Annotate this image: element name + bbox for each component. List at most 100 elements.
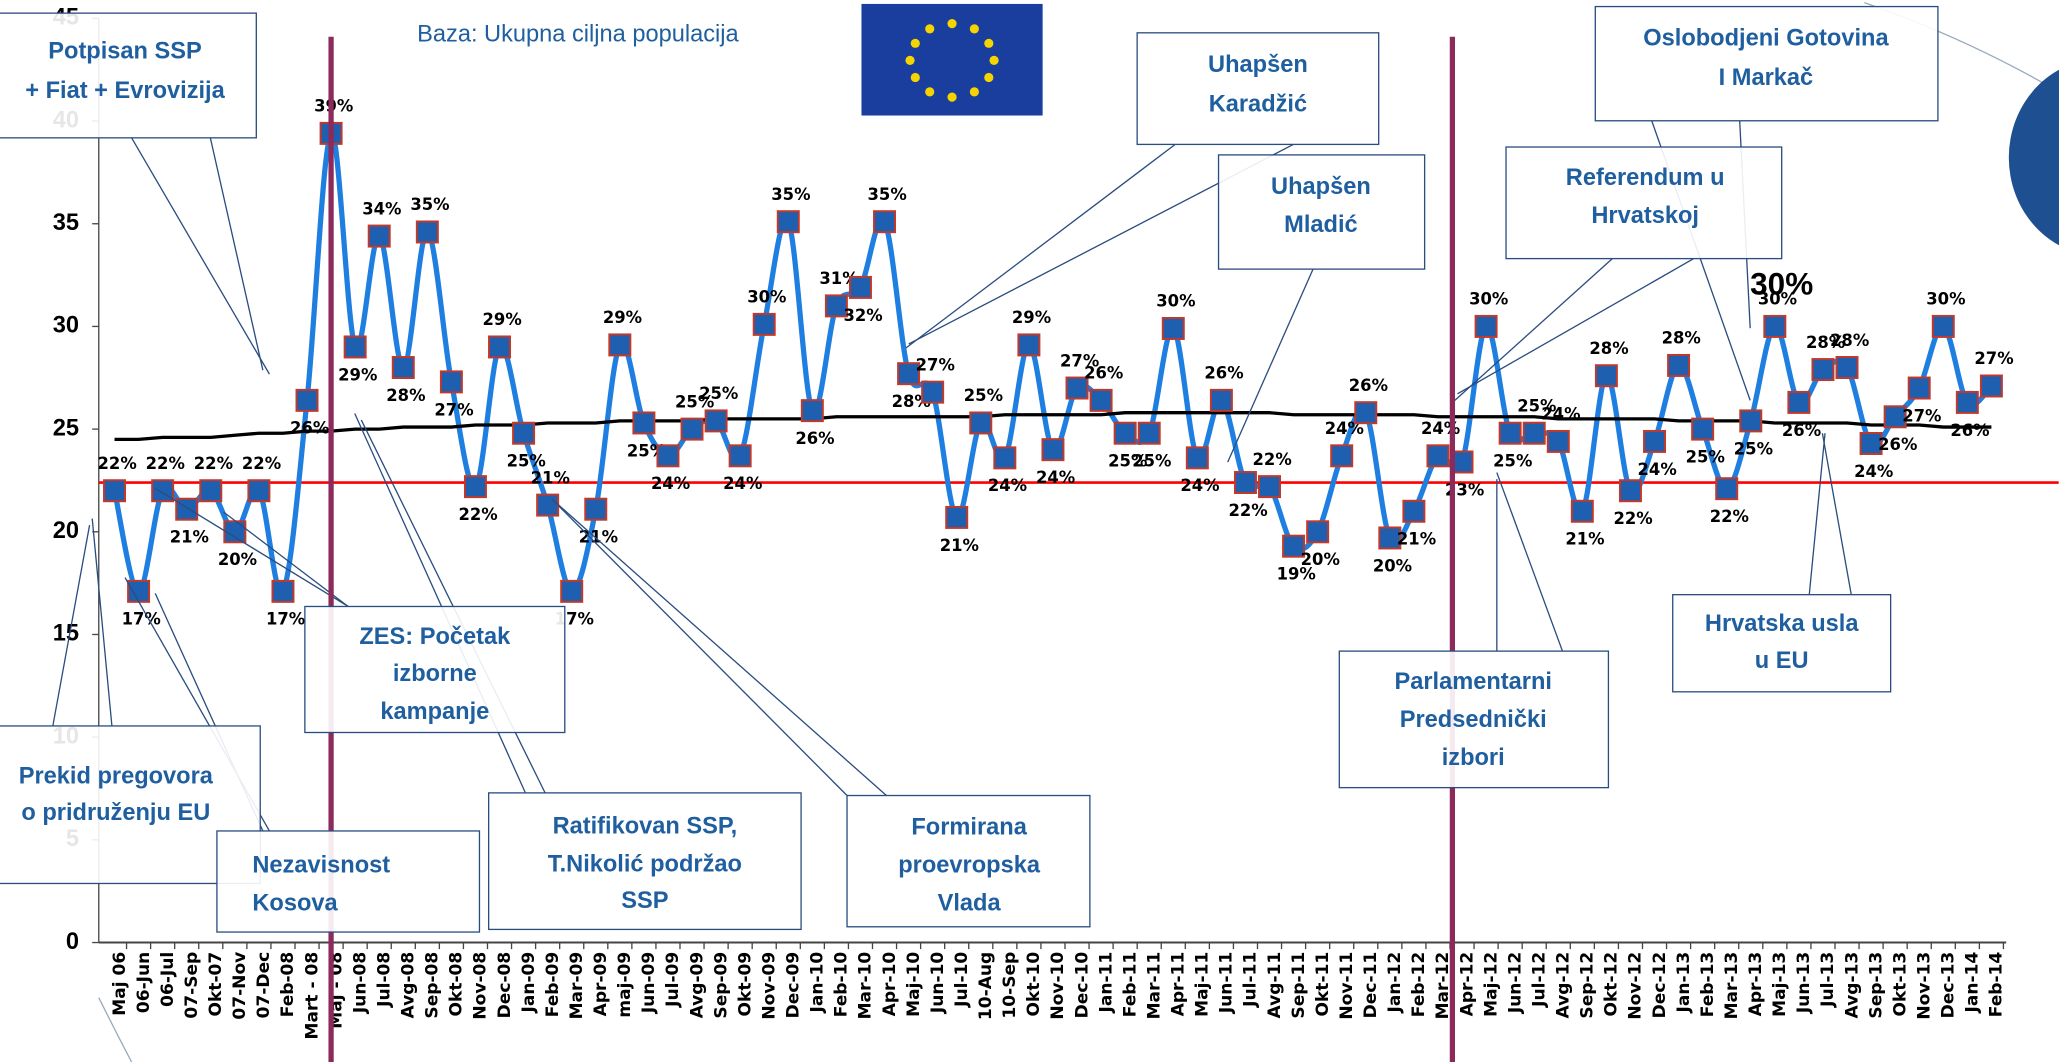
marker (1137, 421, 1161, 445)
data-label: 22% (1710, 507, 1749, 526)
x-tick-label: Maj 06 (110, 952, 130, 1016)
x-tick-label: Maj-13 (1770, 952, 1790, 1017)
marker (1402, 499, 1426, 523)
data-label: 29% (338, 365, 377, 384)
data-label: 22% (1613, 509, 1652, 528)
data-label: 24% (1541, 405, 1580, 424)
leader-line (154, 487, 349, 608)
x-tick-label: Jun-08 (350, 952, 370, 1014)
marker (680, 417, 704, 441)
data-label: 30% (1926, 290, 1965, 309)
marker (1474, 314, 1498, 338)
x-tick-label: Dec-11 (1361, 952, 1381, 1019)
data-label: 21% (531, 468, 570, 487)
x-tick-label: Avg-12 (1554, 952, 1574, 1019)
marker (1017, 333, 1041, 357)
marker (800, 399, 824, 423)
marker (1763, 314, 1787, 338)
annotation-box (1338, 650, 1610, 789)
data-label: 27% (434, 400, 473, 419)
leader-line (91, 518, 113, 727)
x-tick-label: Nov-10 (1048, 952, 1068, 1020)
marker (1883, 405, 1907, 429)
annotation-text: T.Nikolić podržao (548, 851, 742, 877)
y-tick-label: 35 (53, 210, 79, 236)
annotation-text: Karadžić (1209, 91, 1307, 117)
marker (873, 210, 897, 234)
annotation-text: proevropska (898, 853, 1041, 879)
y-tick-label: 25 (53, 415, 79, 441)
data-label: 21% (1565, 530, 1604, 549)
data-label: 22% (194, 454, 233, 473)
marker (488, 335, 512, 359)
annotation-text: Parlamentarni (1394, 669, 1551, 695)
annotation-text: Nezavisnost (252, 853, 390, 879)
marker (1258, 475, 1282, 499)
data-line (111, 130, 1994, 596)
x-tick-label: Jun-10 (928, 952, 948, 1015)
marker (223, 520, 247, 544)
marker (776, 210, 800, 234)
annotation-text: Kosova (252, 891, 338, 917)
x-tick-label: Feb-10 (832, 952, 852, 1018)
data-label: 29% (483, 310, 522, 329)
x-tick-label: Nov-09 (759, 952, 779, 1020)
marker (728, 444, 752, 468)
x-tick-label: Okt-13 (1890, 952, 1910, 1017)
x-tick-label: 10-Sep (1000, 952, 1020, 1019)
x-tick-label: 07-Nov (230, 952, 250, 1020)
x-tick-label: Avg-11 (1265, 952, 1285, 1019)
marker (1354, 401, 1378, 425)
marker (969, 411, 993, 435)
marker (1859, 432, 1883, 455)
marker (295, 388, 319, 412)
x-tick-label: maj-09 (615, 952, 635, 1018)
leader-line (354, 413, 527, 794)
leader-line (1454, 258, 1613, 401)
annotation-text: Uhapšen (1271, 174, 1371, 200)
annotation-text: Predsednički (1400, 707, 1547, 733)
marker (1739, 409, 1763, 433)
data-label: 30% (1156, 292, 1195, 311)
marker (1306, 520, 1330, 544)
y-tick-label: 15 (53, 621, 79, 647)
flag-stars (905, 19, 999, 102)
y-tick-label: 20 (53, 518, 79, 544)
x-tick-label: Okt-12 (1602, 952, 1622, 1017)
data-label: 25% (964, 386, 1003, 405)
data-label: 22% (1253, 450, 1292, 469)
x-tick-label: Okt-07 (206, 952, 226, 1017)
data-label: 28% (892, 392, 931, 411)
data-label: 28% (1830, 331, 1869, 350)
x-tick-label: 10-Aug (976, 952, 996, 1020)
x-tick-label: Jan-10 (808, 952, 828, 1014)
marker (1594, 364, 1618, 388)
x-tick-label: Jan-14 (1963, 952, 1983, 1014)
data-label: 27% (916, 355, 955, 374)
x-tick-label: Dec-12 (1650, 952, 1670, 1019)
leader-line (1496, 472, 1564, 652)
x-tick-label: Jan-12 (1385, 952, 1405, 1014)
x-tick-label: Okt-10 (1024, 952, 1044, 1017)
x-tick-label: Dec-09 (784, 952, 804, 1019)
x-tick-label: Sep-09 (711, 952, 731, 1019)
x-tick-label: Apr-12 (1457, 952, 1477, 1017)
marker (391, 356, 415, 379)
data-label: 35% (868, 185, 907, 204)
marker (560, 579, 584, 603)
annotation-text: SSP (621, 888, 668, 914)
x-tick-label: Jun-13 (1794, 952, 1814, 1014)
marker (1161, 316, 1185, 340)
annotation-text: Prekid pregovora (19, 763, 214, 789)
annotation-text: Mladić (1284, 212, 1357, 238)
x-tick-label: Nov-08 (471, 952, 491, 1020)
marker (271, 579, 295, 603)
x-tick-label: Dec-10 (1072, 952, 1092, 1019)
data-label: 26% (290, 419, 329, 438)
annotation-text: izbori (1442, 745, 1505, 771)
x-tick-label: 06-Jul (158, 952, 178, 1007)
annotation-box (487, 792, 802, 931)
marker (1667, 353, 1691, 377)
marker (1811, 358, 1835, 382)
